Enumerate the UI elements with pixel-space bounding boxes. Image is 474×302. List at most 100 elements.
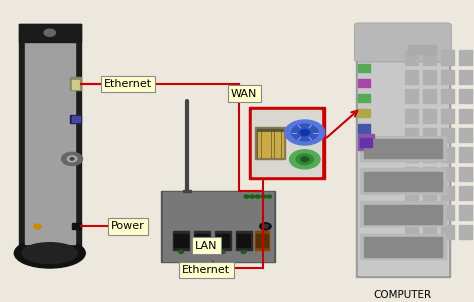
Text: COMPUTER: COMPUTER xyxy=(374,290,432,300)
Bar xyxy=(161,191,275,262)
Bar xyxy=(19,24,81,42)
Bar xyxy=(256,234,268,247)
Bar xyxy=(459,89,472,104)
Bar xyxy=(72,80,79,88)
Text: Ethernet: Ethernet xyxy=(104,79,152,89)
Bar xyxy=(405,225,418,239)
Bar xyxy=(358,124,370,133)
Bar xyxy=(441,89,454,104)
Circle shape xyxy=(300,130,310,136)
Bar xyxy=(265,132,267,157)
Bar xyxy=(423,186,436,200)
Bar xyxy=(423,205,436,220)
Bar xyxy=(358,134,374,150)
Bar xyxy=(405,108,418,123)
Circle shape xyxy=(285,120,325,145)
Bar xyxy=(268,132,270,157)
FancyBboxPatch shape xyxy=(355,23,451,62)
Circle shape xyxy=(261,195,266,198)
Bar xyxy=(364,204,442,224)
Circle shape xyxy=(250,195,255,198)
Circle shape xyxy=(70,158,74,160)
Bar xyxy=(258,132,260,157)
Bar xyxy=(405,167,418,181)
Circle shape xyxy=(255,195,260,198)
Bar xyxy=(183,190,191,192)
Bar xyxy=(441,70,454,84)
Bar xyxy=(459,70,472,84)
Ellipse shape xyxy=(14,238,85,268)
Bar xyxy=(459,128,472,142)
Bar xyxy=(459,205,472,220)
Bar xyxy=(360,201,446,226)
Bar xyxy=(423,70,436,84)
Bar xyxy=(358,79,370,87)
Bar xyxy=(72,116,80,122)
Bar xyxy=(423,147,436,162)
Bar xyxy=(358,109,370,117)
Bar xyxy=(19,24,81,256)
Circle shape xyxy=(301,157,309,162)
Bar xyxy=(257,129,283,157)
Bar xyxy=(70,115,81,123)
Circle shape xyxy=(67,156,77,162)
Bar xyxy=(262,132,264,157)
Bar xyxy=(275,132,277,157)
Circle shape xyxy=(44,29,55,36)
Circle shape xyxy=(200,250,204,253)
Bar xyxy=(405,70,418,84)
Circle shape xyxy=(292,124,318,141)
Bar xyxy=(405,89,418,104)
Bar xyxy=(216,234,229,247)
Bar xyxy=(459,225,472,239)
Bar xyxy=(364,237,442,257)
Bar xyxy=(423,167,436,181)
Bar xyxy=(423,128,436,142)
Bar xyxy=(360,136,446,161)
Circle shape xyxy=(179,250,183,253)
Bar xyxy=(408,45,436,54)
Bar xyxy=(441,225,454,239)
Text: Ethernet: Ethernet xyxy=(182,265,230,275)
Bar xyxy=(255,231,269,250)
Bar xyxy=(215,231,231,250)
Text: WAN: WAN xyxy=(231,89,257,99)
Bar xyxy=(163,192,273,261)
Bar xyxy=(282,132,283,157)
Bar xyxy=(195,234,209,247)
Bar xyxy=(405,128,418,142)
Circle shape xyxy=(260,223,271,230)
Bar xyxy=(237,234,250,247)
Bar xyxy=(459,50,472,65)
Bar xyxy=(358,94,370,102)
Circle shape xyxy=(62,153,82,165)
Bar xyxy=(358,64,370,72)
Bar xyxy=(364,139,442,159)
Bar xyxy=(459,186,472,200)
Circle shape xyxy=(267,195,272,198)
Bar xyxy=(70,77,81,90)
Bar xyxy=(405,186,418,200)
Bar xyxy=(423,108,436,123)
Bar xyxy=(459,147,472,162)
Circle shape xyxy=(220,250,225,253)
Bar xyxy=(405,205,418,220)
Bar xyxy=(364,172,442,191)
Bar xyxy=(278,132,280,157)
Bar xyxy=(252,110,321,176)
Bar xyxy=(405,50,418,65)
Bar xyxy=(441,108,454,123)
Text: Power: Power xyxy=(111,221,145,231)
Bar xyxy=(194,231,210,250)
Bar xyxy=(255,127,285,159)
Circle shape xyxy=(296,154,313,165)
Bar xyxy=(459,108,472,123)
Bar xyxy=(272,132,273,157)
Text: LAN: LAN xyxy=(195,241,218,251)
Bar xyxy=(405,147,418,162)
Bar xyxy=(236,231,252,250)
Bar xyxy=(360,138,372,146)
Bar xyxy=(358,25,448,275)
Bar xyxy=(423,89,436,104)
Bar xyxy=(360,234,446,259)
